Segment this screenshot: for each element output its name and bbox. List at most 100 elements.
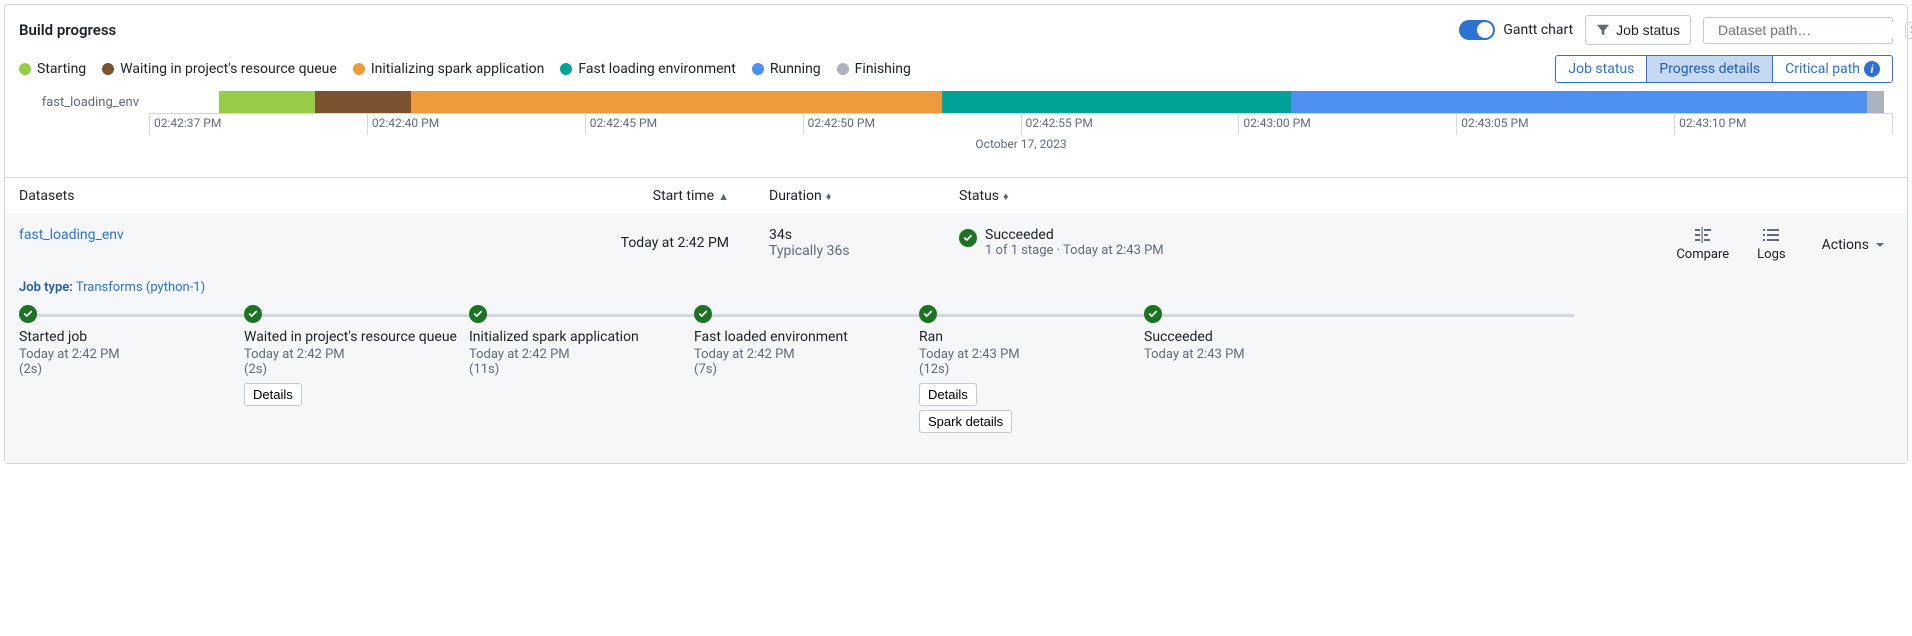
logs-button[interactable]: Logs [1757,227,1785,262]
gantt-segment [219,91,315,113]
legend-item: Waiting in project's resource queue [102,61,337,77]
compare-button[interactable]: Compare [1676,227,1729,262]
stage: Fast loaded environment Today at 2:42 PM(… [694,305,919,433]
col-start-time[interactable]: Start time▲ [579,188,769,204]
legend-dot [837,63,849,75]
time-tick: 02:43:05 PM [1456,114,1674,135]
actions-dropdown[interactable]: Actions [1814,237,1893,253]
gantt-segment [315,91,411,113]
legend-dot [19,63,31,75]
stage-duration: (7s) [694,362,919,377]
stage: Initialized spark application Today at 2:… [469,305,694,433]
stage-duration: (2s) [19,362,244,377]
dataset-search-input[interactable] [1718,22,1899,38]
panel-title: Build progress [19,21,116,39]
stage-title: Initialized spark application [469,329,694,345]
search-shortcut: ⌘K [1905,22,1912,39]
time-tick: 02:42:50 PM [803,114,1021,135]
legend-item: Starting [19,61,86,77]
datasets-table-header: Datasets Start time▲ Duration♦ Status♦ [5,177,1907,215]
legend-dot [353,63,365,75]
stage-success-icon [19,305,37,323]
stage-title: Fast loaded environment [694,329,919,345]
tab-job-status[interactable]: Job status [1556,56,1647,82]
stage-success-icon [919,305,937,323]
col-status[interactable]: Status♦ [959,188,1219,204]
tab-progress-details[interactable]: Progress details [1647,56,1773,82]
legend-dot [102,63,114,75]
details-button[interactable]: Details [919,383,977,406]
stage-duration: (11s) [469,362,694,377]
col-duration[interactable]: Duration♦ [769,188,959,204]
dataset-row: fast_loading_env Today at 2:42 PM 34s Ty… [5,215,1907,274]
stage-duration: (12s) [919,362,1144,377]
view-tabs: Job statusProgress detailsCritical pathi [1555,55,1893,83]
gantt-chart: fast_loading_env 02:42:37 PM02:42:40 PM0… [5,91,1907,165]
stage: Waited in project's resource queue Today … [244,305,469,433]
stage-duration: (2s) [244,362,469,377]
stage-time: Today at 2:43 PM [919,347,1144,362]
legend-row: Starting Waiting in project's resource qu… [5,51,1907,91]
gantt-row-label: fast_loading_env [19,95,149,110]
filter-icon [1596,23,1610,37]
details-button[interactable]: Details [244,383,302,406]
time-tick: 02:42:37 PM [149,114,367,135]
col-datasets[interactable]: Datasets [19,188,579,204]
gantt-date-label: October 17, 2023 [149,135,1893,157]
gantt-segment [149,91,219,113]
build-progress-panel: Build progress Gantt chart Job status ⌘K… [4,4,1908,464]
stage-success-icon [469,305,487,323]
legend-dot [752,63,764,75]
gantt-segment [1867,91,1884,113]
job-status-filter-button[interactable]: Job status [1585,15,1691,45]
stage-time: Today at 2:43 PM [1144,347,1369,362]
dataset-link[interactable]: fast_loading_env [19,227,124,243]
gantt-toggle-label: Gantt chart [1503,22,1573,38]
time-tick: 02:42:45 PM [585,114,803,135]
stages-area: Job type: Transforms (python-1) Started … [5,274,1907,463]
stage-time: Today at 2:42 PM [694,347,919,362]
gantt-segment [411,91,943,113]
stage: Ran Today at 2:43 PM(12s) Details Spark det… [919,305,1144,433]
legend-dot [560,63,572,75]
stage-time: Today at 2:42 PM [469,347,694,362]
stage-title: Succeeded [1144,329,1369,345]
gantt-segment [942,91,1291,113]
stage-time: Today at 2:42 PM [19,347,244,362]
stage-success-icon [1144,305,1162,323]
dataset-search[interactable]: ⌘K [1703,17,1893,44]
info-icon: i [1864,61,1880,77]
success-icon [959,229,977,247]
row-status: Succeeded 1 of 1 stage · Today at 2:43 P… [959,227,1219,258]
stage-success-icon [694,305,712,323]
tab-critical-path[interactable]: Critical pathi [1773,56,1892,82]
gantt-track [149,91,1893,113]
time-tick: 02:43:10 PM [1674,114,1893,135]
time-tick: 02:43:00 PM [1238,114,1456,135]
panel-header: Build progress Gantt chart Job status ⌘K [5,5,1907,51]
row-start-time: Today at 2:42 PM [579,227,769,251]
spark-details-button[interactable]: Spark details [919,410,1012,433]
stages-row: Started jobToday at 2:42 PM(2s)Waited in… [19,305,1893,433]
legend-item: Fast loading environment [560,61,735,77]
stage-title: Waited in project's resource queue [244,329,469,345]
row-duration: 34s Typically 36s [769,227,959,259]
stage: Succeeded Today at 2:43 PM [1144,305,1369,433]
gantt-segment [1291,91,1867,113]
stage: Started job Today at 2:42 PM(2s) [19,305,244,433]
compare-icon [1694,227,1712,243]
stage-title: Started job [19,329,244,345]
logs-icon [1762,227,1780,243]
time-tick: 02:42:40 PM [367,114,585,135]
time-tick: 02:42:55 PM [1021,114,1239,135]
stage-success-icon [244,305,262,323]
job-type: Job type: Transforms (python-1) [19,280,1893,295]
gantt-toggle[interactable]: Gantt chart [1459,20,1573,40]
stage-time: Today at 2:42 PM [244,347,469,362]
gantt-time-axis: 02:42:37 PM02:42:40 PM02:42:45 PM02:42:5… [149,113,1893,135]
stage-title: Ran [919,329,1144,345]
legend-item: Finishing [837,61,911,77]
caret-down-icon [1875,240,1885,250]
legend-item: Initializing spark application [353,61,545,77]
legend-item: Running [752,61,821,77]
